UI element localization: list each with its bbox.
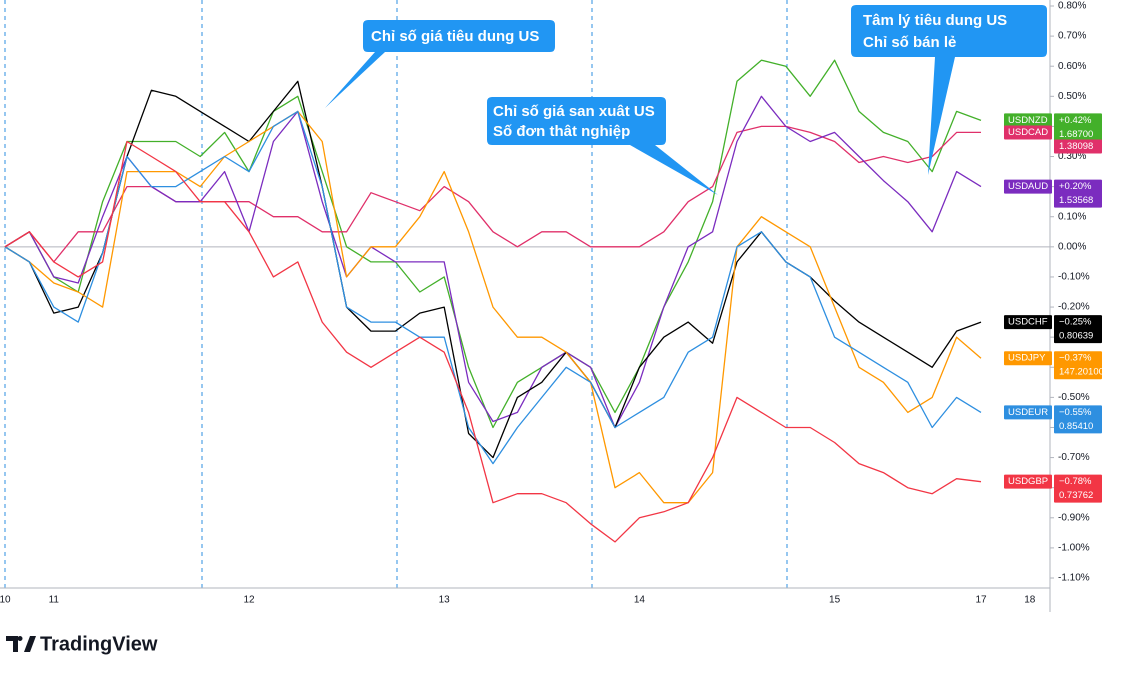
x-tick-label: 18 [1024,595,1036,606]
tag-name-box [1004,125,1052,140]
tag-name: USDNZD [1008,115,1048,126]
tag-value-box [1054,315,1102,344]
tag-price: 1.38098 [1059,141,1093,152]
tag-price: 0.80639 [1059,331,1093,342]
tag-price: 147.20100 [1059,367,1104,378]
tag-name: USDJPY [1008,353,1046,364]
tag-name: USDCHF [1008,317,1048,328]
annotation-text: Tâm lý tiêu dung US [863,12,1007,29]
x-tick-label: 13 [439,595,451,606]
annotation: Chỉ số giá san xuât US Số đơn thât nghiệ… [487,97,718,195]
tag-name: USDAUD [1008,181,1048,192]
tag-name-box [1004,315,1052,330]
x-tick-label: 17 [975,595,987,606]
brand: TradingView [40,633,158,655]
tag-value-box [1054,405,1102,434]
annotation: Tâm lý tiêu dung US Chỉ số bán lẻ [851,5,1047,175]
y-tick-label: 0.70% [1058,31,1086,42]
tag-change: +0.20% [1059,181,1092,192]
tag-name: USDGBP [1008,476,1048,487]
y-tick-label: 0.50% [1058,91,1086,102]
tag-value-box [1054,179,1102,208]
y-tick-label: -0.50% [1058,392,1090,403]
logo: TradingView [6,633,158,655]
y-tick-label: -1.00% [1058,543,1090,554]
tag-change: −0.55% [1059,407,1092,418]
x-tick-label: 15 [829,595,841,606]
tag-name: USDEUR [1008,407,1048,418]
tag-change: −0.78% [1059,476,1092,487]
tag-name-box [1004,405,1052,420]
y-tick-label: 0.80% [1058,1,1086,12]
plot [0,59,1050,543]
series-line [4,95,982,429]
tag-price: 1.68700 [1059,129,1093,140]
tag-change: +0.42% [1059,115,1092,126]
x-tick-label: 10 [0,595,11,606]
tag-value-box [1054,351,1102,380]
tag-name-box [1004,474,1052,489]
series-line [4,125,981,263]
tag-value-box [1054,139,1102,154]
y-tick-label: -0.10% [1058,272,1090,283]
series-line [4,140,982,543]
tag-value-box [1054,113,1102,142]
x-tick-label: 12 [243,595,255,606]
series-line [4,80,982,459]
x-tick-label: 14 [634,595,646,606]
y-tick-label: 0.10% [1058,211,1086,222]
annotation-text: Chỉ số bán lẻ [863,34,956,51]
y-tick-label: 0.60% [1058,61,1086,72]
y-tick-label: 0.00% [1058,241,1086,252]
y-tick-label: -0.20% [1058,302,1090,313]
tag-price: 0.85410 [1059,421,1093,432]
tag-change: −0.25% [1059,317,1092,328]
x-tick-label: 11 [49,595,60,606]
annotation-text: Số đơn thât nghiệp [493,123,630,140]
tag-name-box [1004,113,1052,128]
y-tick-label: 0.30% [1058,151,1086,162]
tag-name-box [1004,179,1052,194]
y-tick-label: -0.70% [1058,452,1090,463]
annotation: Chỉ số giá tiêu dung US [325,20,555,108]
series-line [4,110,982,465]
tag-name: USDCAD [1008,127,1048,138]
series-line [4,110,982,504]
tag-name-box [1004,351,1052,366]
tag-price: 0.73762 [1059,490,1093,501]
tag-price: 1.53568 [1059,195,1093,206]
series-line [4,59,982,429]
annotation-text: Chỉ số giá tiêu dung US [371,28,539,45]
y-tick-label: -0.90% [1058,512,1090,523]
tag-value-box [1054,474,1102,503]
annotation-text: Chỉ số giá san xuât US [493,103,655,120]
y-tick-label: -1.10% [1058,573,1090,584]
tag-change: −0.37% [1059,353,1092,364]
